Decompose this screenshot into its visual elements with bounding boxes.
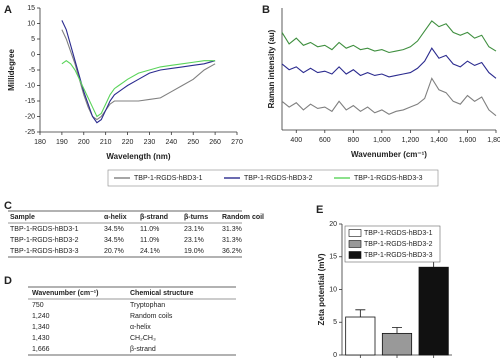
panel-label: B	[262, 4, 270, 16]
y-tick-label: -15	[25, 98, 35, 105]
x-tick-label: 800	[347, 137, 359, 144]
table-cell: 31.3%	[222, 237, 242, 244]
y-tick-label: 0	[333, 352, 337, 359]
x-axis-label: Wavenumber (cm⁻¹)	[351, 150, 427, 159]
table-header: β-turns	[184, 214, 208, 221]
x-tick-label: 180	[34, 139, 46, 146]
panel-label: C	[4, 200, 12, 212]
series-line	[61, 29, 216, 121]
y-tick-label: 5	[31, 36, 35, 43]
panel-label: D	[4, 275, 12, 287]
legend-label: TBP-1-RGDS-hBD3-2	[364, 241, 433, 248]
y-tick-label: -20	[25, 113, 35, 120]
x-tick-label: 230	[144, 139, 156, 146]
table-cell: CH₂CH₃	[130, 335, 156, 342]
table-cell: 31.3%	[222, 226, 242, 233]
table-cell: 1,430	[32, 335, 50, 342]
x-tick-label: 1,400	[430, 137, 448, 144]
y-tick-label: 0	[31, 51, 35, 58]
legend-label: TBP-1-RGDS-hBD3-1	[134, 175, 203, 182]
table-cell: TBP-1-RGDS-hBD3-3	[10, 248, 79, 255]
table-header: Random coil	[222, 214, 264, 221]
table-header: α-helix	[104, 214, 127, 221]
x-tick-label: 1,000	[373, 137, 391, 144]
legend-swatch	[348, 229, 362, 237]
x-tick-label: 260	[209, 139, 221, 146]
table-cell: 1,340	[32, 324, 50, 331]
series-line	[61, 60, 216, 118]
y-axis-label: Zeta potential (mV)	[317, 253, 326, 325]
table-cell: Random coils	[130, 313, 173, 320]
table-header: Chemical structure	[130, 290, 194, 297]
bar	[345, 316, 376, 356]
legend-label: TBP-1-RGDS-hBD3-2	[244, 175, 313, 182]
panel-label: E	[316, 204, 323, 216]
legend-swatch	[348, 251, 362, 259]
y-tick-label: 10	[27, 20, 35, 27]
table-cell: 19.0%	[184, 248, 204, 255]
table-cell: 11.0%	[140, 237, 159, 244]
series-line	[281, 47, 497, 79]
y-axis-label: Millidegree	[7, 49, 16, 91]
x-tick-label: 600	[319, 137, 331, 144]
table-cell: 750	[32, 302, 44, 309]
table-cell: 11.0%	[140, 226, 159, 233]
legend-label: TBP-1-RGDS-hBD3-3	[354, 175, 423, 182]
table-cell: 36.2%	[222, 248, 242, 255]
series-line	[61, 20, 216, 124]
series-line	[281, 20, 497, 54]
table-cell: 23.1%	[184, 237, 204, 244]
x-tick-label: 1,800	[487, 137, 500, 144]
y-tick-label: -25	[25, 129, 35, 136]
panel-label: A	[4, 4, 12, 16]
x-tick-label: 210	[100, 139, 112, 146]
table-header: Wavenumber (cm⁻¹)	[32, 290, 98, 297]
table-cell: 24.1%	[140, 248, 160, 255]
x-tick-label: 1,600	[459, 137, 477, 144]
x-tick-label: 240	[165, 139, 177, 146]
x-tick-label: 400	[290, 137, 302, 144]
y-axis-label: Raman intensity (au)	[267, 29, 276, 108]
table-cell: α-helix	[130, 324, 151, 331]
legend-swatch	[348, 240, 362, 248]
bar	[418, 266, 449, 356]
table-cell: 1,240	[32, 313, 50, 320]
y-tick-label: 10	[329, 286, 337, 293]
y-tick-label: 15	[329, 254, 337, 261]
x-tick-label: 270	[231, 139, 243, 146]
y-tick-label: 5	[333, 319, 337, 326]
legend-label: TBP-1-RGDS-hBD3-3	[364, 252, 433, 259]
table-cell: 1,666	[32, 346, 50, 353]
y-tick-label: -5	[29, 67, 35, 74]
error-bar	[392, 327, 402, 334]
table-header: Sample	[10, 214, 35, 221]
bar	[381, 332, 413, 356]
table-cell: TBP-1-RGDS-hBD3-1	[10, 226, 79, 233]
legend-label: TBP-1-RGDS-hBD3-1	[364, 230, 433, 237]
table-cell: Tryptophan	[130, 302, 165, 309]
y-tick-label: 20	[329, 221, 337, 228]
table-cell: TBP-1-RGDS-hBD3-2	[10, 237, 79, 244]
x-tick-label: 200	[78, 139, 90, 146]
legend-box	[107, 169, 439, 187]
x-axis-label: Wavelength (nm)	[106, 152, 170, 161]
table-cell: β-strand	[130, 346, 156, 353]
x-tick-label: 220	[122, 139, 134, 146]
y-tick-label: -10	[25, 82, 35, 89]
table-cell: 34.5%	[104, 237, 124, 244]
x-tick-label: 190	[56, 139, 68, 146]
x-tick-label: 1,200	[402, 137, 420, 144]
series-line	[281, 77, 497, 117]
table-cell: 34.5%	[104, 226, 124, 233]
table-header: β-strand	[140, 214, 168, 221]
error-bar	[355, 309, 366, 318]
table-cell: 23.1%	[184, 226, 204, 233]
y-tick-label: 15	[27, 5, 35, 12]
table-cell: 20.7%	[104, 248, 124, 255]
x-tick-label: 250	[187, 139, 199, 146]
